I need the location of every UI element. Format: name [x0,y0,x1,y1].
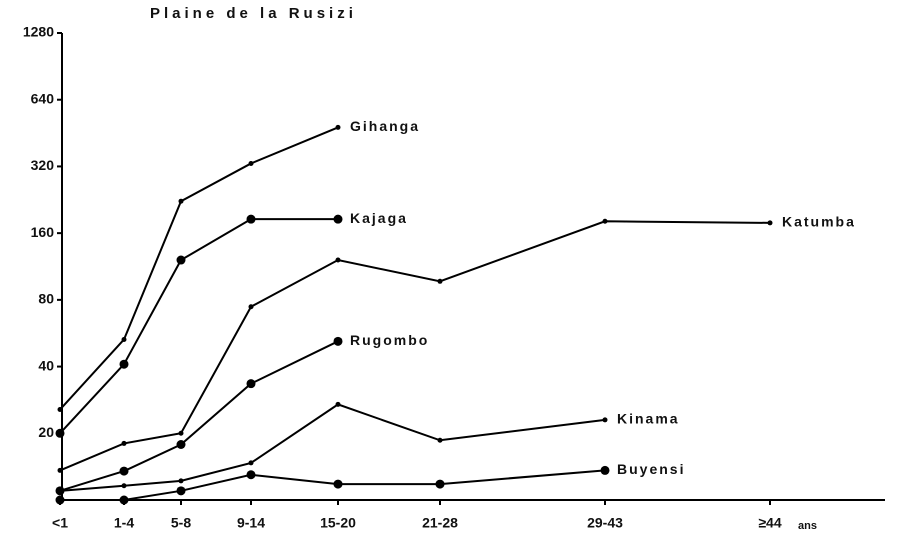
point [333,336,343,346]
point [121,440,127,446]
point [335,257,341,263]
point [335,401,341,407]
y-tick-label: 20 [38,424,54,440]
series-label: Kajaga [350,210,408,226]
point [333,214,343,224]
chart-title: Plaine de la Rusizi [150,5,357,22]
point [437,278,443,284]
point [178,430,184,436]
y-tick-label: 40 [38,357,54,373]
point [57,467,63,473]
point [55,428,65,438]
y-tick-label: 80 [38,291,54,307]
x-tick-label: 29-43 [587,515,623,531]
point [176,486,186,496]
point [602,218,608,224]
y-tick-label: 640 [31,90,55,106]
y-tick-label: 1280 [23,24,54,40]
series-line [59,126,339,411]
point [119,359,129,369]
point [602,417,608,423]
point [176,255,186,265]
point [435,479,445,489]
series-label: Buyensi [617,461,685,477]
y-tick-label: 320 [31,157,55,173]
point [178,198,184,204]
point [57,488,63,494]
point [121,336,127,342]
x-tick-label: 21-28 [422,515,458,531]
point [333,479,343,489]
point [767,220,773,226]
point [57,407,63,413]
point [248,160,254,166]
series-label: Rugombo [350,332,429,348]
point [246,470,256,480]
point [121,483,127,489]
point [246,214,256,224]
x-tick-label: 5-8 [171,515,191,531]
x-tick-label: 15-20 [320,515,356,531]
point [119,495,129,505]
x-tick-label: 9-14 [237,515,265,531]
point [119,466,129,476]
series-label: Gihanga [350,118,420,134]
y-tick-label: 160 [31,224,55,240]
point [248,460,254,466]
point [55,495,65,505]
series-line [59,220,771,472]
x-axis-label: ans [798,520,817,532]
point [600,465,610,475]
series-label: Kinama [617,411,680,427]
point [335,124,341,130]
series-label: Katumba [782,214,856,230]
point [178,478,184,484]
point [246,379,256,389]
x-tick-label: 1-4 [114,515,134,531]
x-tick-label: <1 [52,515,68,531]
x-tick-label: ≥44 [758,515,781,531]
point [248,304,254,310]
point [176,440,186,450]
point [437,437,443,443]
